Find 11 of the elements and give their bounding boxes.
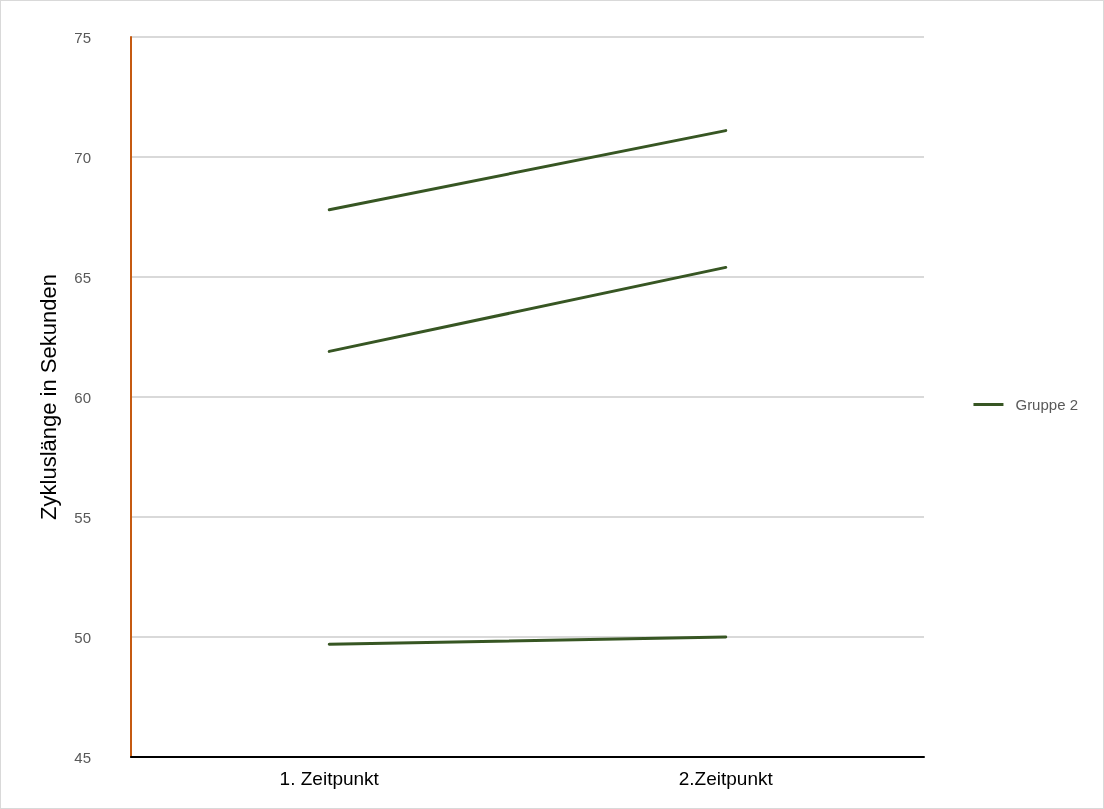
x-tick-label: 1. Zeitpunkt xyxy=(279,768,380,789)
y-tick-label: 70 xyxy=(74,148,91,166)
y-axis-title: Zykluslänge in Sekunden xyxy=(35,274,61,520)
y-tick-label: 65 xyxy=(74,268,91,286)
y-tick-label: 55 xyxy=(74,508,91,526)
x-tick-label: 2.Zeitpunkt xyxy=(678,768,774,789)
y-tick-label: 50 xyxy=(74,628,91,646)
y-tick-label: 60 xyxy=(74,388,91,406)
y-tick-label: 75 xyxy=(74,28,91,46)
legend-label: Gruppe 2 xyxy=(1015,396,1079,413)
y-tick-label: 45 xyxy=(74,748,91,766)
